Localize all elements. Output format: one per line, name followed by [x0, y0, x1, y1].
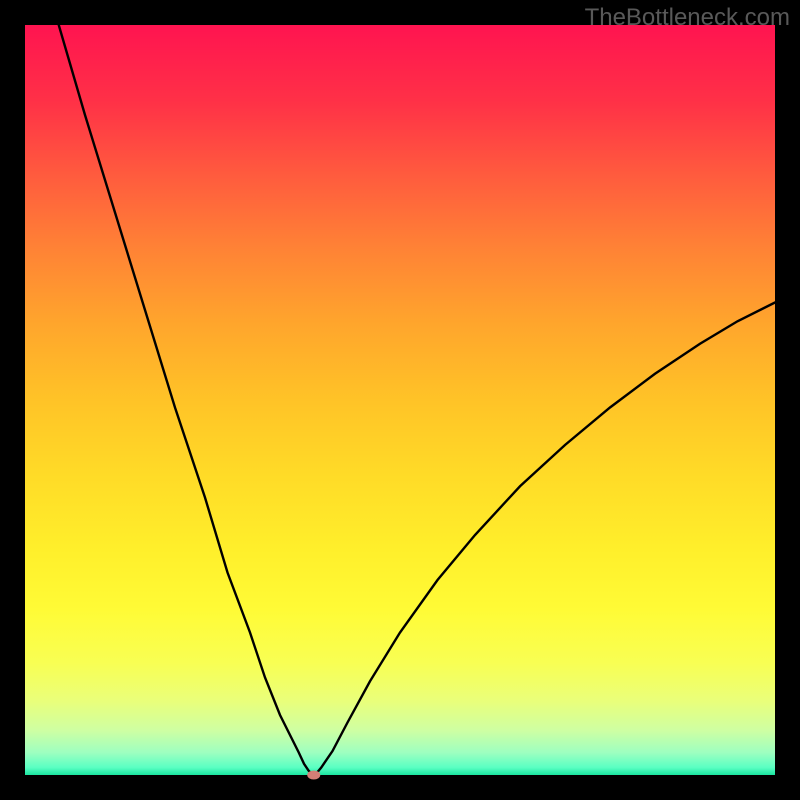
curve-right-branch	[316, 303, 775, 774]
minimum-marker	[307, 771, 321, 780]
curve-left-branch	[59, 25, 312, 774]
plot-area	[25, 25, 775, 775]
bottleneck-curve	[25, 25, 775, 775]
watermark-text: TheBottleneck.com	[585, 4, 790, 32]
chart-frame: TheBottleneck.com	[0, 0, 800, 800]
